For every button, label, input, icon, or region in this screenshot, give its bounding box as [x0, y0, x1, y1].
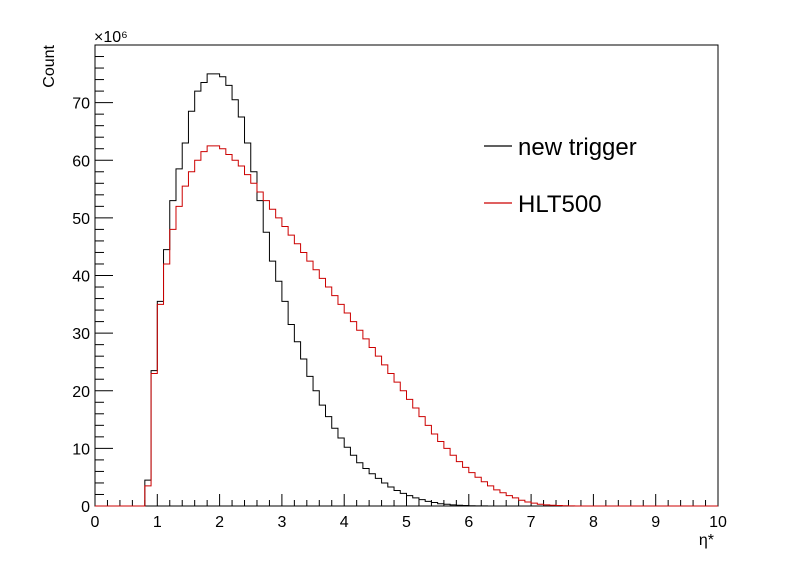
x-tick-label: 3	[277, 514, 286, 531]
x-axis: 0 1 2 3 4 5 6 7 8 9 10	[91, 494, 727, 531]
y-tick-label: 10	[72, 441, 90, 458]
series-layer	[95, 73, 718, 507]
y-tick-label: 50	[72, 211, 90, 228]
legend-label-hlt500: HLT500	[518, 191, 602, 218]
x-axis-title: η*	[699, 532, 714, 549]
y-tick-label: 70	[72, 96, 90, 113]
x-tick-label: 4	[340, 514, 349, 531]
y-axis: 0 10 20 30 40 50 60 70	[72, 44, 113, 516]
y-tick-label: 30	[72, 326, 90, 343]
y-tick-label: 60	[72, 153, 90, 170]
legend: new trigger HLT500	[484, 134, 637, 218]
x-tick-label: 8	[589, 514, 598, 531]
x-tick-label: 6	[464, 514, 473, 531]
y-axis-title: Count	[41, 44, 58, 87]
legend-label-new-trigger: new trigger	[518, 134, 637, 161]
x-tick-label: 0	[91, 514, 100, 531]
y-tick-label: 40	[72, 269, 90, 286]
series-line-hlt500	[95, 145, 718, 507]
x-tick-label: 7	[527, 514, 536, 531]
x-tick-label: 5	[402, 514, 411, 531]
y-tick-label: 20	[72, 384, 90, 401]
y-axis-multiplier: ×10⁶	[94, 29, 128, 46]
y-tick-label: 0	[81, 499, 90, 516]
x-tick-label: 9	[651, 514, 660, 531]
x-tick-label: 1	[153, 514, 162, 531]
x-tick-label: 10	[709, 514, 727, 531]
x-tick-label: 2	[215, 514, 224, 531]
